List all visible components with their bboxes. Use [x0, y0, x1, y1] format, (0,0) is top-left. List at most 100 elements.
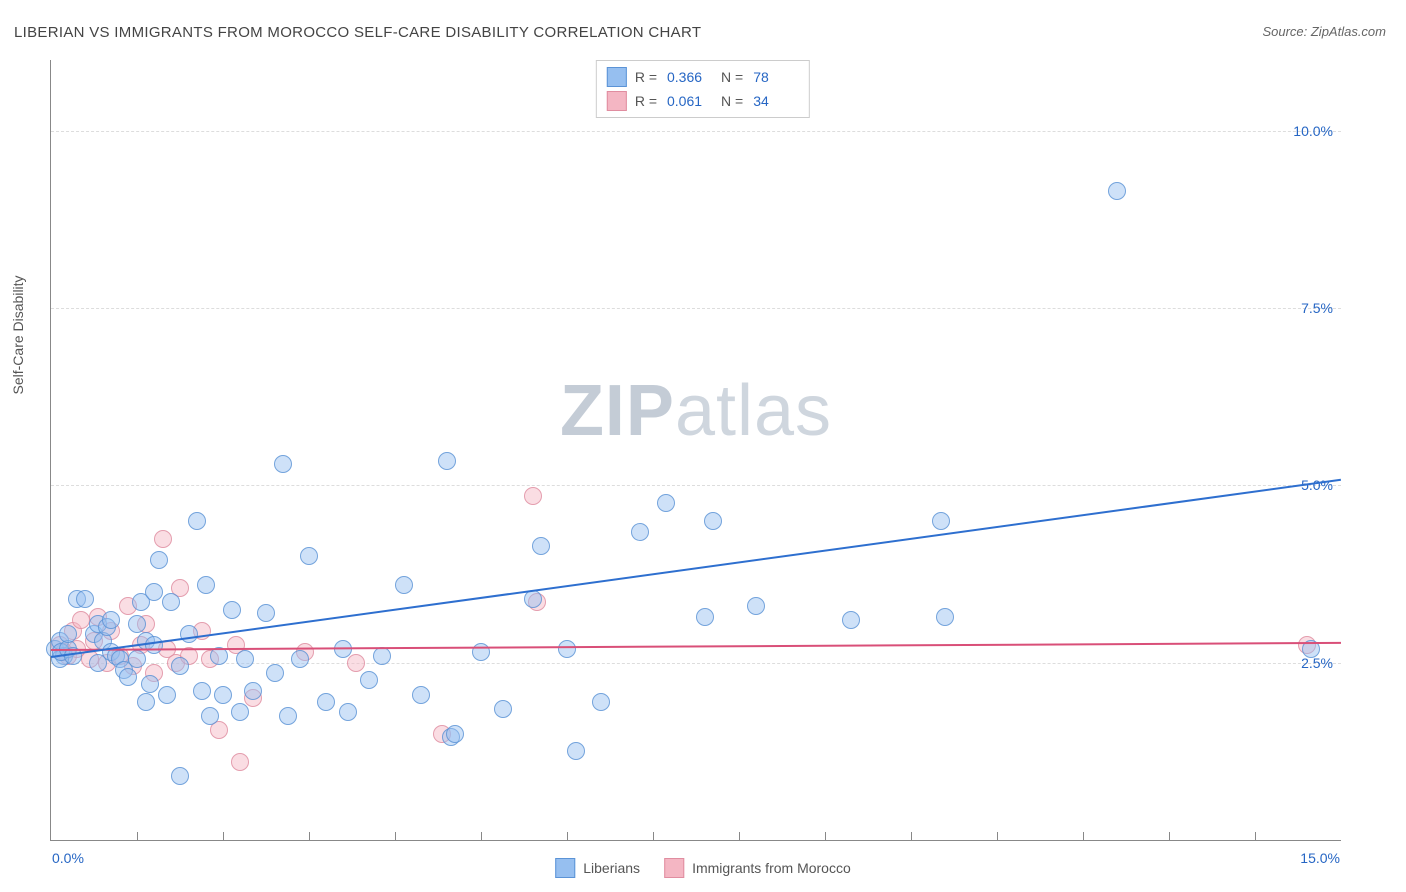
- legend-n-value: 34: [753, 93, 799, 109]
- data-point: [932, 512, 950, 530]
- legend-label: Liberians: [583, 860, 640, 876]
- y-tick-label: 10.0%: [1293, 123, 1333, 139]
- data-point: [567, 742, 585, 760]
- x-tick-mark: [223, 832, 224, 840]
- data-point: [193, 682, 211, 700]
- data-point: [631, 523, 649, 541]
- x-tick-mark: [1083, 832, 1084, 840]
- data-point: [137, 693, 155, 711]
- data-point: [291, 650, 309, 668]
- data-point: [158, 686, 176, 704]
- data-point: [150, 551, 168, 569]
- data-point: [128, 650, 146, 668]
- legend-r-label: R =: [635, 69, 657, 85]
- data-point: [1108, 182, 1126, 200]
- data-point: [223, 601, 241, 619]
- data-point: [102, 611, 120, 629]
- y-tick-label: 2.5%: [1301, 655, 1333, 671]
- legend-series: Liberians Immigrants from Morocco: [555, 858, 851, 878]
- x-tick-min: 0.0%: [52, 850, 84, 866]
- data-point: [747, 597, 765, 615]
- legend-r-value: 0.061: [667, 93, 713, 109]
- legend-stats: R =0.366N =78R =0.061N =34: [596, 60, 810, 118]
- legend-swatch: [607, 91, 627, 111]
- trend-line: [51, 478, 1341, 657]
- watermark: ZIPatlas: [560, 370, 832, 452]
- data-point: [395, 576, 413, 594]
- data-point: [704, 512, 722, 530]
- data-point: [494, 700, 512, 718]
- legend-stat-row: R = 0.061 N = 34: [607, 89, 799, 113]
- data-point: [119, 668, 137, 686]
- data-point: [558, 640, 576, 658]
- scatter-plot: ZIPatlas 2.5%5.0%7.5%10.0%: [50, 60, 1341, 841]
- data-point: [524, 487, 542, 505]
- data-point: [231, 703, 249, 721]
- legend-r-label: R =: [635, 93, 657, 109]
- gridline: [51, 131, 1341, 132]
- data-point: [236, 650, 254, 668]
- data-point: [180, 625, 198, 643]
- x-tick-mark: [1169, 832, 1170, 840]
- data-point: [141, 675, 159, 693]
- x-tick-mark: [911, 832, 912, 840]
- x-tick-max: 15.0%: [1300, 850, 1340, 866]
- legend-swatch: [607, 67, 627, 87]
- data-point: [154, 530, 172, 548]
- source-value: ZipAtlas.com: [1311, 24, 1386, 39]
- data-point: [300, 547, 318, 565]
- gridline: [51, 485, 1341, 486]
- watermark-atlas: atlas: [675, 371, 832, 451]
- data-point: [171, 767, 189, 785]
- x-tick-mark: [567, 832, 568, 840]
- source-credit: Source: ZipAtlas.com: [1262, 24, 1386, 39]
- data-point: [145, 583, 163, 601]
- legend-n-label: N =: [721, 69, 743, 85]
- legend-swatch: [555, 858, 575, 878]
- data-point: [231, 753, 249, 771]
- data-point: [59, 625, 77, 643]
- data-point: [279, 707, 297, 725]
- x-tick-mark: [1255, 832, 1256, 840]
- x-tick-mark: [825, 832, 826, 840]
- legend-stat-row: R =0.366N =78: [607, 65, 799, 89]
- data-point: [696, 608, 714, 626]
- data-point: [266, 664, 284, 682]
- data-point: [317, 693, 335, 711]
- data-point: [214, 686, 232, 704]
- data-point: [373, 647, 391, 665]
- x-tick-mark: [395, 832, 396, 840]
- data-point: [145, 636, 163, 654]
- legend-item: Immigrants from Morocco: [664, 858, 851, 878]
- data-point: [438, 452, 456, 470]
- data-point: [592, 693, 610, 711]
- data-point: [197, 576, 215, 594]
- data-point: [76, 590, 94, 608]
- y-axis-label: Self-Care Disability: [10, 275, 26, 394]
- data-point: [657, 494, 675, 512]
- legend-item: Liberians: [555, 858, 640, 878]
- data-point: [201, 707, 219, 725]
- data-point: [347, 654, 365, 672]
- y-tick-label: 7.5%: [1301, 300, 1333, 316]
- x-tick-mark: [481, 832, 482, 840]
- data-point: [339, 703, 357, 721]
- data-point: [842, 611, 860, 629]
- x-tick-mark: [997, 832, 998, 840]
- data-point: [412, 686, 430, 704]
- data-point: [162, 593, 180, 611]
- data-point: [171, 657, 189, 675]
- x-tick-mark: [309, 832, 310, 840]
- data-point: [244, 682, 262, 700]
- legend-r-value: 0.366: [667, 69, 713, 85]
- x-tick-mark: [653, 832, 654, 840]
- data-point: [257, 604, 275, 622]
- data-point: [936, 608, 954, 626]
- x-tick-mark: [137, 832, 138, 840]
- data-point: [360, 671, 378, 689]
- data-point: [446, 725, 464, 743]
- legend-n-label: N =: [721, 93, 743, 109]
- legend-swatch: [664, 858, 684, 878]
- data-point: [188, 512, 206, 530]
- chart-title: LIBERIAN VS IMMIGRANTS FROM MOROCCO SELF…: [14, 24, 701, 41]
